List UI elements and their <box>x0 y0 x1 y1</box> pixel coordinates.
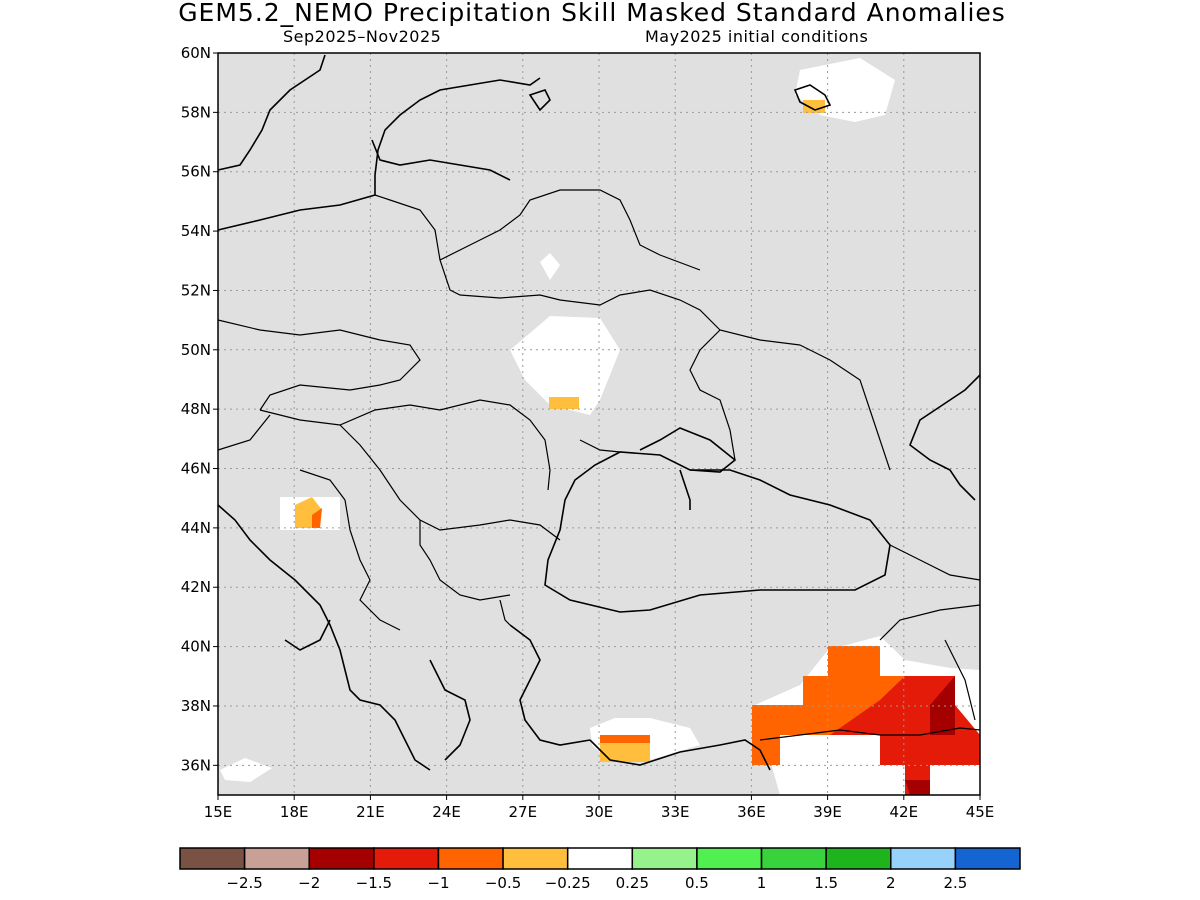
lat-label: 52N <box>181 281 211 299</box>
lon-label: 30E <box>585 803 614 821</box>
colorbar-swatch <box>243 847 310 870</box>
colorbar-label: −1 <box>427 874 449 892</box>
lat-label: 60N <box>181 44 211 62</box>
colorbar-swatch <box>373 847 440 870</box>
initial-conditions: May2025 initial conditions <box>645 27 869 46</box>
colorbar-label: 0.25 <box>616 874 649 892</box>
colorbar-swatch <box>825 847 892 870</box>
colorbar-label: 2 <box>886 874 896 892</box>
lat-label: 36N <box>181 756 211 774</box>
coastlines-borders <box>217 54 981 771</box>
lat-label: 38N <box>181 697 211 715</box>
colorbar-label: −2 <box>298 874 320 892</box>
lat-label: 48N <box>181 400 211 418</box>
map-area <box>217 52 981 796</box>
anomaly-cells-m15 <box>905 676 955 795</box>
colorbar-swatch <box>179 847 246 870</box>
lon-label: 24E <box>432 803 461 821</box>
colorbar-swatch <box>760 847 827 870</box>
chart-title: GEM5.2_NEMO Precipitation Skill Masked S… <box>178 0 1006 27</box>
lat-label: 42N <box>181 578 211 596</box>
lon-label: 27E <box>509 803 538 821</box>
lon-label: 45E <box>966 803 995 821</box>
colorbar-swatch <box>437 847 504 870</box>
lat-label: 56N <box>181 163 211 181</box>
lat-label: 44N <box>181 519 211 537</box>
longitude-labels: 15E 18E 21E 24E 27E 30E 33E 36E 39E 42E 45E <box>204 795 995 821</box>
lat-label: 58N <box>181 103 211 121</box>
colorbar-label: 1.5 <box>814 874 838 892</box>
latitude-labels: 36N 38N 40N 42N 44N 46N 48N 50N 52N 54N 56N 58N 60N <box>181 44 218 774</box>
forecast-period: Sep2025–Nov2025 <box>283 27 442 46</box>
lon-label: 42E <box>890 803 919 821</box>
colorbar-swatch <box>308 847 375 870</box>
colorbar-labels: −2.5 −2 −1.5 −1 −0.5 −0.25 0.25 0.5 1 1.5 2 2.5 <box>226 874 967 892</box>
anomaly-cells-m025 <box>295 100 825 762</box>
colorbar-swatch <box>954 847 1021 870</box>
colorbar-label: −0.5 <box>485 874 521 892</box>
colorbar-label: 0.5 <box>685 874 709 892</box>
lon-label: 15E <box>204 803 233 821</box>
anomaly-cells-m05 <box>312 508 930 765</box>
lon-label: 39E <box>813 803 842 821</box>
colorbar-swatch <box>631 847 698 870</box>
colorbar-label: 2.5 <box>943 874 967 892</box>
colorbar-swatch <box>566 847 634 870</box>
colorbar <box>179 847 1021 870</box>
lon-label: 36E <box>737 803 766 821</box>
colorbar-label: 1 <box>757 874 767 892</box>
lon-label: 21E <box>356 803 385 821</box>
colorbar-swatch <box>502 847 569 870</box>
lon-label: 18E <box>280 803 309 821</box>
colorbar-label: −0.25 <box>545 874 591 892</box>
colorbar-label: −2.5 <box>226 874 262 892</box>
country-borders <box>217 189 981 741</box>
lat-label: 54N <box>181 222 211 240</box>
colorbar-label: −1.5 <box>356 874 392 892</box>
colorbar-swatch <box>890 847 957 870</box>
lon-label: 33E <box>661 803 690 821</box>
colorbar-swatch <box>696 847 763 870</box>
lat-label: 40N <box>181 638 211 656</box>
lat-label: 46N <box>181 460 211 478</box>
lat-label: 50N <box>181 341 211 359</box>
